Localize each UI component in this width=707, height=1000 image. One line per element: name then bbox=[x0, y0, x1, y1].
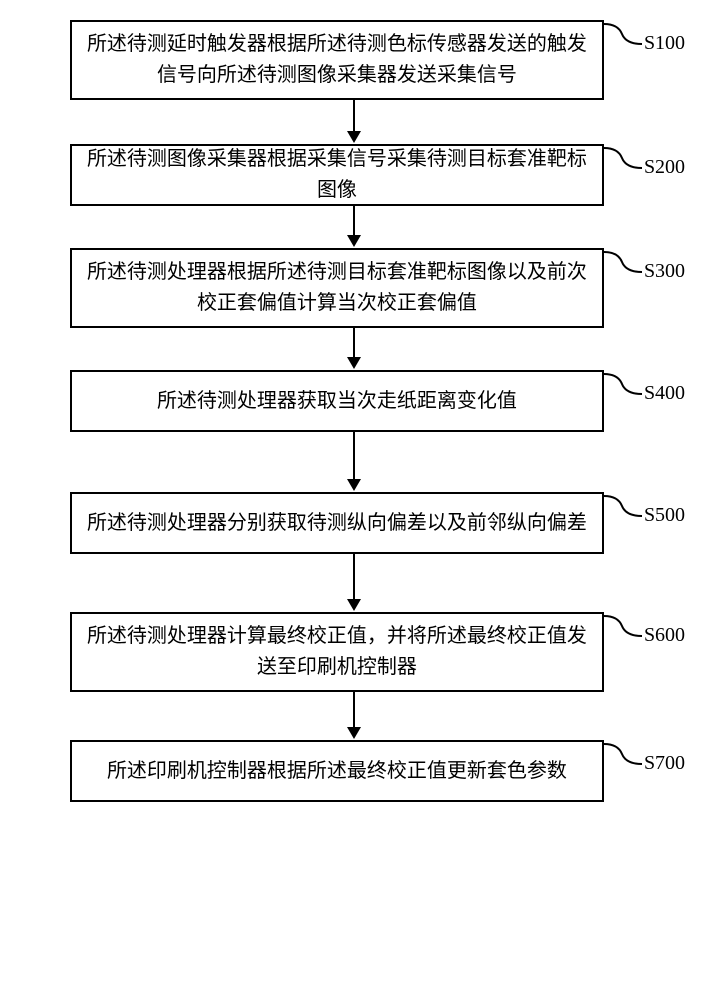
step-box-7: 所述印刷机控制器根据所述最终校正值更新套色参数 bbox=[70, 740, 604, 802]
brace-connector-icon bbox=[604, 612, 642, 640]
step-row-6: 所述待测处理器计算最终校正值，并将所述最终校正值发送至印刷机控制器 S600 bbox=[70, 612, 685, 692]
step-box-6: 所述待测处理器计算最终校正值，并将所述最终校正值发送至印刷机控制器 bbox=[70, 612, 604, 692]
connector-7 bbox=[604, 740, 642, 768]
step-row-2: 所述待测图像采集器根据采集信号采集待测目标套准靶标图像 S200 bbox=[70, 144, 685, 206]
step-box-2: 所述待测图像采集器根据采集信号采集待测目标套准靶标图像 bbox=[70, 144, 604, 206]
brace-connector-icon bbox=[604, 492, 642, 520]
step-label-7: S700 bbox=[644, 752, 685, 775]
step-box-5: 所述待测处理器分别获取待测纵向偏差以及前邻纵向偏差 bbox=[70, 492, 604, 554]
arrow-line bbox=[353, 692, 355, 728]
arrow-head-icon bbox=[347, 599, 361, 611]
arrow-1 bbox=[347, 100, 361, 144]
flowchart-container: 所述待测延时触发器根据所述待测色标传感器发送的触发信号向所述待测图像采集器发送采… bbox=[0, 0, 707, 802]
arrow-line bbox=[353, 206, 355, 236]
brace-connector-icon bbox=[604, 370, 642, 398]
step-box-1: 所述待测延时触发器根据所述待测色标传感器发送的触发信号向所述待测图像采集器发送采… bbox=[70, 20, 604, 100]
step-label-3: S300 bbox=[644, 260, 685, 283]
step-row-1: 所述待测延时触发器根据所述待测色标传感器发送的触发信号向所述待测图像采集器发送采… bbox=[70, 20, 685, 100]
arrow-head-icon bbox=[347, 131, 361, 143]
arrow-2 bbox=[347, 206, 361, 248]
step-label-2: S200 bbox=[644, 156, 685, 179]
brace-connector-icon bbox=[604, 144, 642, 172]
step-row-7: 所述印刷机控制器根据所述最终校正值更新套色参数 S700 bbox=[70, 740, 685, 802]
step-row-3: 所述待测处理器根据所述待测目标套准靶标图像以及前次校正套偏值计算当次校正套偏值 S… bbox=[70, 248, 685, 328]
arrow-line bbox=[353, 432, 355, 480]
brace-connector-icon bbox=[604, 20, 642, 48]
connector-6 bbox=[604, 612, 642, 640]
arrow-3 bbox=[347, 328, 361, 370]
brace-connector-icon bbox=[604, 740, 642, 768]
arrow-head-icon bbox=[347, 357, 361, 369]
step-label-6: S600 bbox=[644, 624, 685, 647]
connector-2 bbox=[604, 144, 642, 172]
step-row-4: 所述待测处理器获取当次走纸距离变化值 S400 bbox=[70, 370, 685, 432]
arrow-4 bbox=[347, 432, 361, 492]
step-label-1: S100 bbox=[644, 32, 685, 55]
brace-connector-icon bbox=[604, 248, 642, 276]
step-label-4: S400 bbox=[644, 382, 685, 405]
arrow-5 bbox=[347, 554, 361, 612]
connector-3 bbox=[604, 248, 642, 276]
arrow-line bbox=[353, 554, 355, 600]
arrow-line bbox=[353, 328, 355, 358]
arrow-head-icon bbox=[347, 727, 361, 739]
arrow-head-icon bbox=[347, 479, 361, 491]
arrow-head-icon bbox=[347, 235, 361, 247]
connector-1 bbox=[604, 20, 642, 48]
step-label-5: S500 bbox=[644, 504, 685, 527]
step-box-4: 所述待测处理器获取当次走纸距离变化值 bbox=[70, 370, 604, 432]
arrow-6 bbox=[347, 692, 361, 740]
connector-4 bbox=[604, 370, 642, 398]
step-row-5: 所述待测处理器分别获取待测纵向偏差以及前邻纵向偏差 S500 bbox=[70, 492, 685, 554]
arrow-line bbox=[353, 100, 355, 132]
connector-5 bbox=[604, 492, 642, 520]
step-box-3: 所述待测处理器根据所述待测目标套准靶标图像以及前次校正套偏值计算当次校正套偏值 bbox=[70, 248, 604, 328]
